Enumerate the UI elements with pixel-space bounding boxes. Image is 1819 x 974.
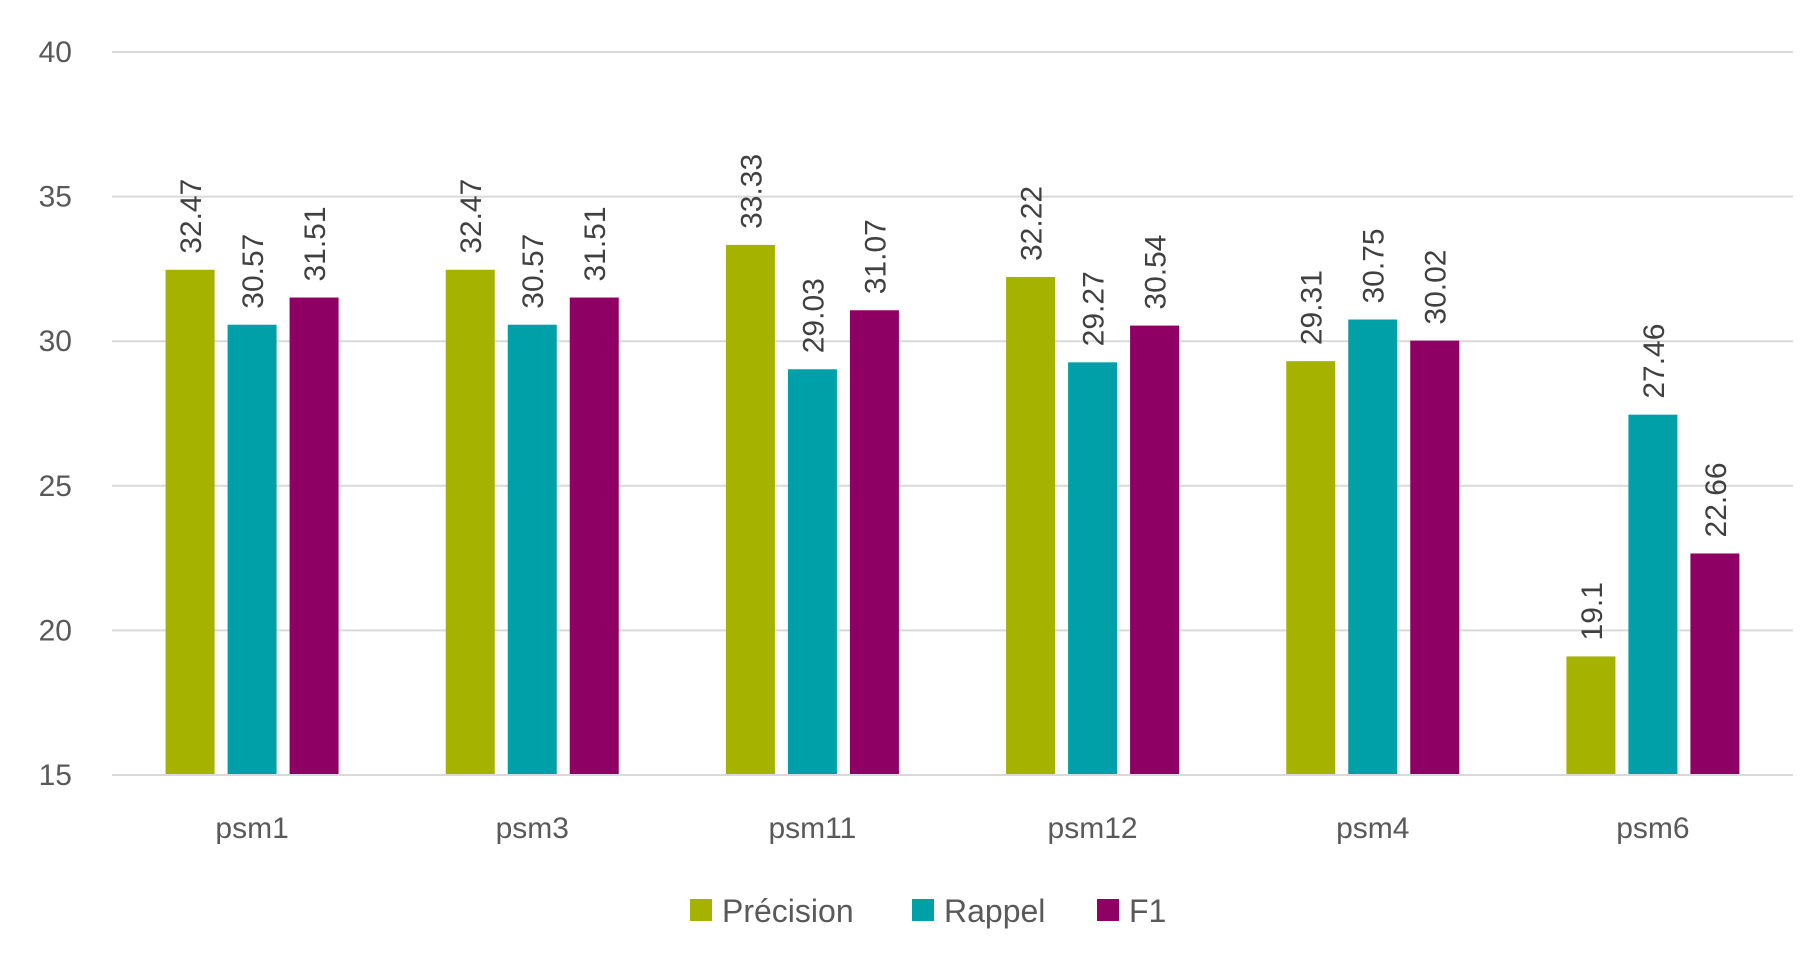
y-tick-label: 20 — [39, 614, 72, 647]
bar-f1-psm6 — [1690, 553, 1740, 775]
bar-rappel-psm11 — [787, 369, 837, 775]
bar-prcision-psm11 — [725, 244, 775, 776]
data-label: 29.27 — [1078, 271, 1111, 346]
x-tick-label: psm3 — [496, 812, 569, 845]
bar-rappel-psm12 — [1068, 362, 1118, 775]
bar-rappel-psm4 — [1348, 319, 1398, 775]
x-axis: psm1 psm3 psm11 psm12 psm4 psm6 — [112, 774, 1793, 845]
y-tick-label: 35 — [39, 181, 72, 214]
data-label: 31.51 — [579, 206, 612, 281]
data-label: 30.57 — [237, 234, 270, 309]
y-tick-label: 25 — [39, 470, 72, 503]
legend-label: Rappel — [944, 893, 1045, 929]
data-label: 32.47 — [175, 179, 208, 254]
data-label: 30.57 — [517, 234, 550, 309]
y-tick-label: 15 — [39, 759, 72, 792]
data-label: 27.46 — [1638, 324, 1671, 399]
legend-item: Rappel — [912, 893, 1045, 929]
bar-f1-psm4 — [1410, 340, 1460, 775]
data-labels: 32.47 30.57 31.51 32.47 30.57 31.51 33.33 29.03… — [175, 154, 1733, 641]
y-tick-label: 30 — [39, 325, 72, 358]
bar-rappel-psm1 — [227, 324, 277, 775]
data-label: 30.75 — [1358, 228, 1391, 303]
data-label: 22.66 — [1700, 462, 1733, 537]
bar-prcision-psm12 — [1006, 276, 1056, 775]
bar-f1-psm12 — [1130, 325, 1180, 775]
bar-prcision-psm1 — [165, 269, 215, 775]
data-label: 32.22 — [1016, 186, 1049, 261]
legend-swatch — [912, 899, 934, 921]
bar-prcision-psm3 — [445, 269, 495, 775]
legend-item: Précision — [690, 893, 854, 929]
y-tick-label: 40 — [39, 36, 72, 69]
y-axis: 15 20 25 30 35 40 — [39, 36, 72, 792]
bar-f1-psm3 — [569, 297, 619, 775]
data-label: 31.07 — [859, 219, 892, 294]
gridlines — [112, 51, 1793, 776]
legend-swatch — [1097, 899, 1119, 921]
x-tick-label: psm12 — [1048, 812, 1138, 845]
bar-f1-psm1 — [289, 297, 339, 775]
bar-prcision-psm4 — [1286, 361, 1336, 775]
legend: Précision Rappel F1 — [690, 893, 1166, 929]
data-label: 32.47 — [455, 179, 488, 254]
legend-label: F1 — [1129, 893, 1166, 929]
bars — [165, 244, 1740, 776]
bar-rappel-psm3 — [507, 324, 557, 775]
data-label: 29.31 — [1296, 270, 1329, 345]
x-tick-label: psm1 — [215, 812, 288, 845]
legend-swatch — [690, 899, 712, 921]
data-label: 33.33 — [735, 154, 768, 229]
x-tick-label: psm11 — [769, 812, 857, 845]
legend-item: F1 — [1097, 893, 1166, 929]
data-label: 30.02 — [1420, 250, 1453, 325]
x-tick-label: psm6 — [1616, 812, 1689, 845]
legend-label: Précision — [722, 893, 854, 929]
data-label: 29.03 — [797, 278, 830, 353]
bar-rappel-psm6 — [1628, 414, 1678, 775]
data-label: 30.54 — [1140, 235, 1173, 310]
x-tick-label: psm4 — [1336, 812, 1409, 845]
data-label: 19.1 — [1576, 582, 1609, 640]
bar-prcision-psm6 — [1566, 656, 1616, 775]
bar-f1-psm11 — [849, 310, 899, 775]
data-label: 31.51 — [299, 206, 332, 281]
